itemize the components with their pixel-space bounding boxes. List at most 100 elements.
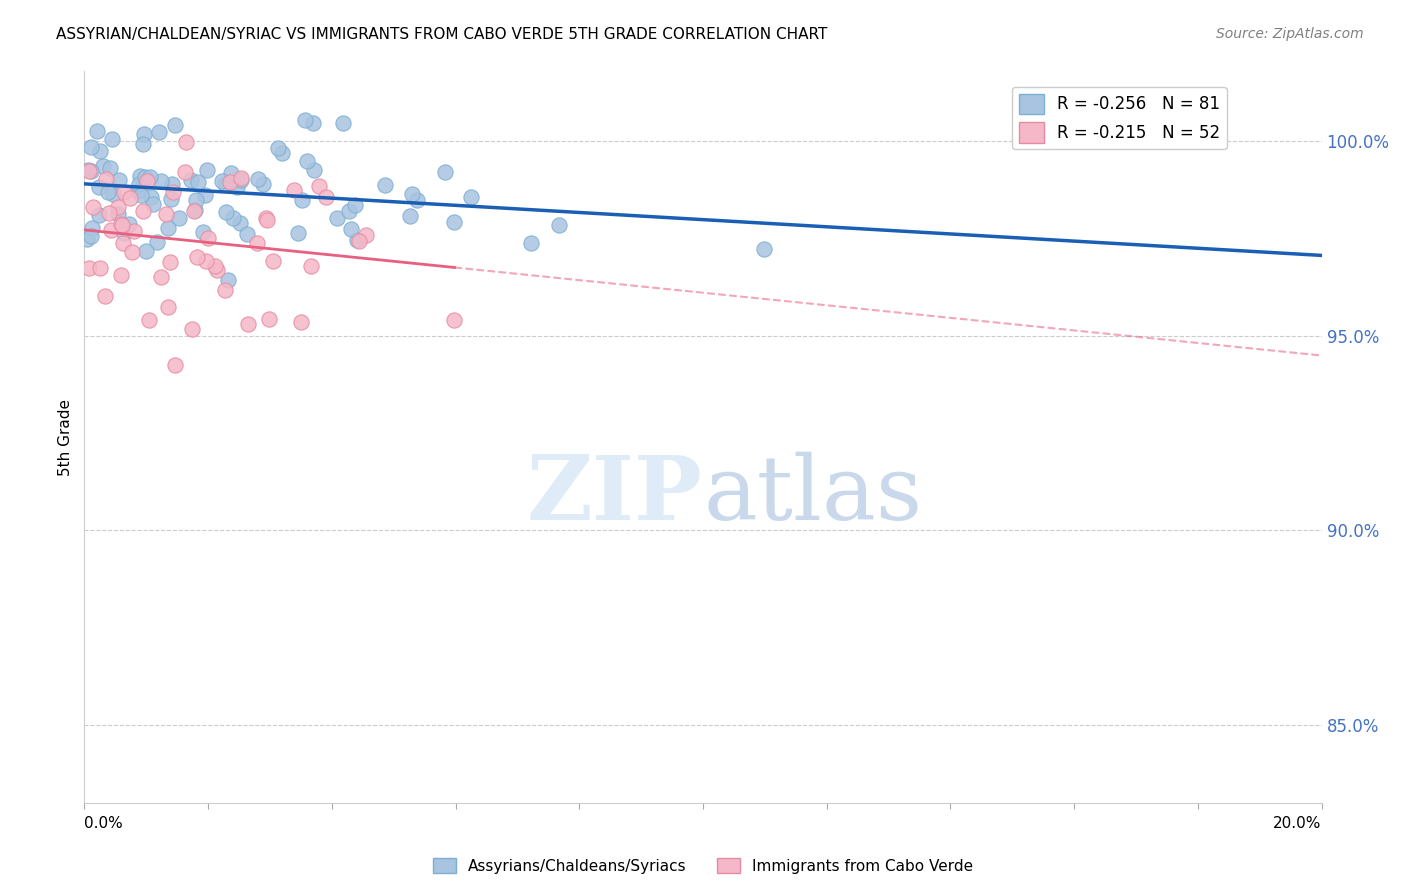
Point: [228, 216, 250, 230]
Point: [80, 140, 103, 154]
Point: [252, 177, 274, 191]
Point: [112, 235, 135, 250]
Point: [101, 132, 124, 146]
Point: [127, 184, 149, 198]
Point: [287, 227, 309, 241]
Point: [211, 174, 233, 188]
Point: [398, 209, 420, 223]
Point: [229, 173, 252, 187]
Point: [135, 174, 157, 188]
Point: [214, 178, 236, 192]
Point: [347, 234, 370, 248]
Point: [162, 177, 184, 191]
Point: [184, 194, 207, 208]
Point: [195, 254, 218, 268]
Point: [120, 191, 142, 205]
Y-axis label: 5th Grade: 5th Grade: [58, 399, 73, 475]
Point: [214, 283, 236, 297]
Point: [156, 221, 179, 235]
Point: [160, 192, 183, 206]
Point: [101, 186, 124, 201]
Point: [291, 193, 314, 207]
Point: [96, 171, 118, 186]
Point: [97, 206, 120, 220]
Point: [547, 218, 569, 232]
Point: [107, 173, 129, 187]
Point: [129, 188, 152, 202]
Point: [76, 232, 98, 246]
Point: [337, 204, 360, 219]
Point: [460, 190, 482, 204]
Point: [148, 126, 170, 140]
Text: 20.0%: 20.0%: [1274, 816, 1322, 831]
Point: [191, 225, 214, 239]
Point: [290, 314, 312, 328]
Point: [267, 141, 290, 155]
Point: [443, 313, 465, 327]
Point: [195, 163, 218, 178]
Point: [163, 118, 186, 132]
Point: [443, 214, 465, 228]
Point: [181, 322, 204, 336]
Point: [107, 207, 129, 221]
Point: [132, 204, 155, 219]
Point: [271, 145, 294, 160]
Point: [315, 189, 337, 203]
Point: [138, 313, 160, 327]
Point: [135, 244, 157, 259]
Point: [256, 212, 278, 227]
Point: [80, 221, 103, 235]
Point: [236, 227, 259, 242]
Point: [215, 205, 238, 219]
Point: [132, 127, 155, 141]
Point: [204, 259, 226, 273]
Point: [339, 222, 361, 236]
Point: [222, 211, 245, 225]
Point: [238, 317, 260, 331]
Point: [295, 153, 318, 168]
Point: [121, 244, 143, 259]
Point: [332, 116, 354, 130]
Point: [141, 190, 163, 204]
Text: atlas: atlas: [703, 452, 922, 540]
Point: [326, 211, 349, 225]
Point: [283, 183, 305, 197]
Legend: R = -0.256   N = 81, R = -0.215   N = 52: R = -0.256 N = 81, R = -0.215 N = 52: [1012, 87, 1226, 149]
Point: [111, 218, 134, 232]
Point: [163, 358, 186, 372]
Point: [162, 185, 184, 199]
Point: [89, 260, 111, 275]
Point: [86, 123, 108, 137]
Point: [79, 163, 101, 178]
Point: [100, 223, 122, 237]
Point: [184, 202, 207, 217]
Point: [77, 260, 100, 275]
Point: [186, 250, 208, 264]
Point: [205, 262, 228, 277]
Point: [180, 172, 202, 186]
Point: [197, 231, 219, 245]
Point: [112, 226, 135, 240]
Point: [87, 208, 110, 222]
Point: [343, 198, 366, 212]
Point: [406, 194, 429, 208]
Point: [174, 165, 197, 179]
Point: [219, 175, 242, 189]
Point: [294, 112, 316, 127]
Text: Source: ZipAtlas.com: Source: ZipAtlas.com: [1216, 27, 1364, 41]
Legend: Assyrians/Chaldeans/Syriacs, Immigrants from Cabo Verde: Assyrians/Chaldeans/Syriacs, Immigrants …: [426, 852, 980, 880]
Point: [183, 203, 205, 218]
Point: [94, 289, 117, 303]
Point: [301, 116, 323, 130]
Point: [142, 197, 165, 211]
Point: [245, 236, 267, 251]
Point: [219, 166, 242, 180]
Point: [157, 300, 180, 314]
Point: [304, 162, 326, 177]
Point: [194, 187, 217, 202]
Point: [257, 312, 280, 326]
Point: [128, 169, 150, 184]
Point: [139, 169, 162, 184]
Point: [176, 135, 198, 149]
Point: [97, 186, 120, 200]
